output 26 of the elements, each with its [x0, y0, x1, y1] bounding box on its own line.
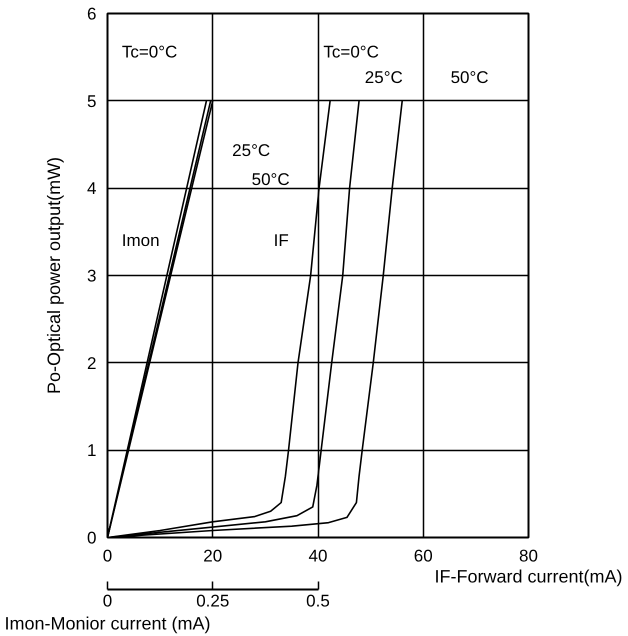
y-tick-label: 5: [87, 92, 97, 111]
x2-tick-label: 0.5: [306, 592, 330, 610]
annotation: Tc=0°C: [323, 42, 379, 62]
y-tick-label: 1: [87, 441, 97, 460]
y-axis-title: Po-Optical power output(mW): [44, 156, 64, 394]
annotation: 25°C: [364, 68, 403, 87]
x-tick-label: 80: [519, 546, 538, 566]
x-tick-label: 20: [203, 546, 222, 566]
y-tick-label: 6: [87, 4, 97, 24]
annotation: Tc=0°C: [122, 42, 178, 62]
annotation: IF: [274, 231, 289, 250]
annotation: 50°C: [450, 68, 489, 87]
x-tick-label: 40: [308, 546, 328, 566]
x-tick-label: 0: [102, 546, 112, 566]
y-tick-label: 2: [87, 354, 97, 373]
x-tick-label: 60: [414, 546, 433, 566]
x2-axis-title: Imon-Monior current (mA): [4, 614, 211, 634]
annotation: 50°C: [252, 170, 290, 189]
x2-tick-label: 0: [102, 592, 112, 610]
x-axis-title: IF-Forward current(mA): [434, 566, 623, 586]
y-tick-label: 0: [87, 528, 97, 548]
x2-tick-label: 0.25: [196, 592, 230, 610]
annotation: Imon: [122, 231, 160, 250]
annotation: 25°C: [232, 141, 270, 160]
y-tick-label: 4: [87, 179, 97, 198]
y-tick-label: 3: [87, 266, 97, 286]
